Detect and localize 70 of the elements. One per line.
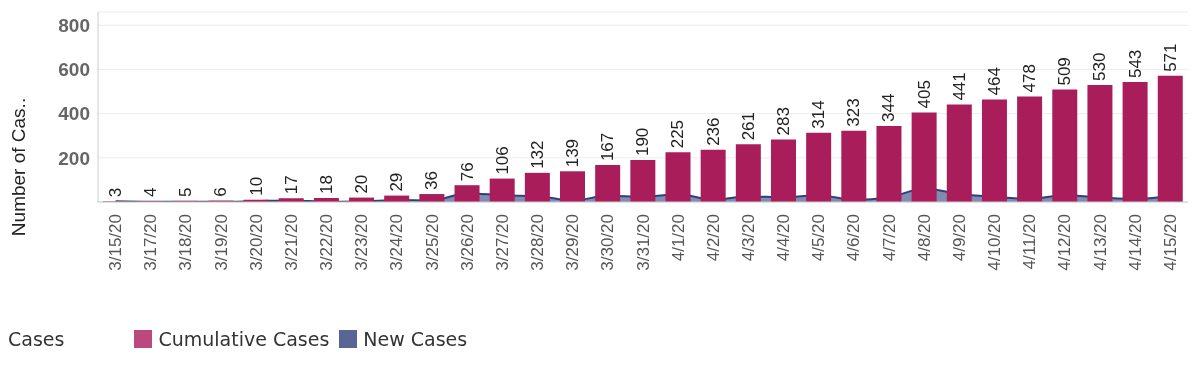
data-label: 139 [563,138,583,168]
data-label: 10 [246,176,266,196]
x-tick-label: 4/7/20 [879,214,899,262]
x-tick-label: 3/23/20 [352,214,372,271]
x-tick-label: 4/4/20 [774,214,794,262]
x-tick-label: 3/20/20 [246,214,266,271]
x-tick-label: 3/25/20 [422,214,442,271]
data-label: 283 [773,107,793,136]
x-tick-label: 3/28/20 [528,214,548,271]
data-label: 543 [1125,49,1145,79]
data-label: 225 [668,119,688,149]
legend-title: Cases [8,328,65,350]
data-label: 530 [1090,52,1110,81]
data-label: 441 [949,72,969,101]
x-tick-label: 3/26/20 [457,214,477,271]
x-tick-label: 4/13/20 [1090,214,1110,271]
y-tick-label: 400 [58,103,90,125]
data-label: 405 [914,80,934,109]
data-label: 4 [141,187,161,198]
x-tick-label: 3/17/20 [141,214,161,271]
x-tick-label: 4/15/20 [1160,214,1180,271]
data-label: 17 [281,175,301,195]
x-tick-label: 4/5/20 [809,214,829,262]
x-tick-label: 4/12/20 [1055,214,1075,271]
x-tick-label: 4/9/20 [949,214,969,262]
x-tick-label: 3/31/20 [633,214,653,271]
data-label: 132 [527,140,547,169]
y-tick-label: 600 [58,59,90,81]
x-tick-label: 4/3/20 [738,214,758,262]
x-tick-label: 3/27/20 [492,214,512,271]
x-tick-label: 3/15/20 [106,214,126,271]
x-tick-label: 3/18/20 [176,214,196,271]
x-tick-label: 4/1/20 [668,214,688,262]
data-label: 464 [984,67,1004,96]
data-label: 478 [1020,64,1040,93]
data-label: 323 [844,98,864,127]
data-label: 5 [176,187,196,197]
x-tick-label: 3/21/20 [281,214,301,271]
y-tick-label: 200 [58,147,90,169]
x-tick-label: 3/19/20 [211,214,231,271]
data-label: 509 [1055,57,1075,86]
legend-label: New Cases [363,328,468,350]
data-label: 20 [352,174,372,194]
data-label: 18 [316,175,336,195]
data-label: 36 [422,171,442,191]
data-label: 76 [457,162,477,182]
data-label: 106 [492,146,512,175]
data-label: 261 [738,111,758,141]
y-tick-label: 800 [58,15,90,36]
legend-label: Cumulative Cases [158,328,330,350]
data-label: 314 [809,100,829,129]
data-label: 29 [387,172,407,192]
data-label: 167 [598,132,618,162]
data-label: 3 [105,187,125,198]
x-tick-label: 3/30/20 [598,214,618,271]
x-tick-label: 3/29/20 [563,214,583,271]
data-label: 344 [879,93,899,122]
data-label: 6 [211,187,231,197]
data-label: 190 [633,127,653,157]
data-label: 571 [1160,43,1180,72]
x-tick-label: 4/6/20 [844,214,864,262]
data-label: 236 [703,117,723,146]
x-tick-label: 3/22/20 [317,214,337,271]
x-tick-label: 4/11/20 [1020,214,1040,270]
x-tick-label: 3/24/20 [387,214,407,271]
x-tick-label: 4/2/20 [703,214,723,262]
x-tick-label: 4/14/20 [1125,214,1145,271]
x-tick-label: 4/8/20 [914,214,934,262]
y-axis-title: Number of Cas.. [7,97,29,237]
x-tick-label: 4/10/20 [985,214,1005,271]
